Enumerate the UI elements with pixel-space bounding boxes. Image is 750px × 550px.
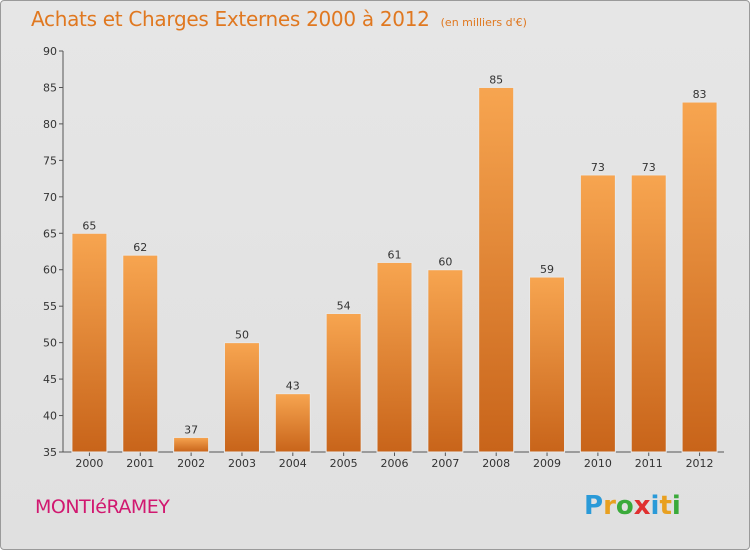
x-tick-label: 2011 <box>635 457 663 470</box>
logo-letter: x <box>633 491 651 521</box>
bar-2008 <box>478 86 515 453</box>
logo-letter: o <box>615 491 634 521</box>
chart-title-row: Achats et Charges Externes 2000 à 2012 (… <box>31 7 527 31</box>
y-tick-label: 35 <box>43 446 57 459</box>
data-label-2000: 65 <box>82 219 96 232</box>
y-tick-label: 60 <box>43 264 57 277</box>
bar-2006 <box>376 261 413 453</box>
x-tick-label: 2002 <box>177 457 205 470</box>
chart-bars <box>71 86 718 453</box>
x-tick-label: 2009 <box>533 457 561 470</box>
y-tick-label: 40 <box>43 410 57 423</box>
chart-title: Achats et Charges Externes 2000 à 2012 <box>31 7 430 31</box>
x-tick-label: 2010 <box>584 457 612 470</box>
logo-letter: i <box>650 491 660 521</box>
x-tick-label: 2008 <box>482 457 510 470</box>
data-label-2004: 43 <box>286 380 300 393</box>
x-tick-label: 2004 <box>279 457 307 470</box>
y-tick-label: 85 <box>43 81 57 94</box>
y-tick-label: 55 <box>43 300 57 313</box>
logo-letter: i <box>671 491 681 521</box>
x-tick-label: 2006 <box>381 457 409 470</box>
data-label-2009: 59 <box>540 263 554 276</box>
x-tick-label: 2001 <box>126 457 154 470</box>
y-tick-label: 50 <box>43 337 57 350</box>
data-label-2002: 37 <box>184 423 198 436</box>
data-label-2008: 85 <box>489 73 503 86</box>
bar-2003 <box>223 342 260 453</box>
bar-2007 <box>427 269 464 453</box>
bar-2004 <box>274 393 311 453</box>
data-label-2006: 61 <box>388 248 402 261</box>
x-tick-label: 2007 <box>431 457 459 470</box>
y-tick-label: 90 <box>43 45 57 58</box>
y-tick-label: 75 <box>43 154 57 167</box>
bar-2001 <box>122 254 159 453</box>
data-label-2012: 83 <box>693 88 707 101</box>
y-tick-label: 65 <box>43 227 57 240</box>
bar-2002 <box>173 436 210 453</box>
data-label-2007: 60 <box>438 256 452 269</box>
data-label-2001: 62 <box>133 241 147 254</box>
chart-axes: 35 40 45 50 55 60 65 70 75 80 85 90 2000 2001 2002 2003… <box>43 45 724 470</box>
logo-letter: P <box>584 491 604 521</box>
bar-2012 <box>681 101 718 453</box>
chart-subtitle: (en milliers d'€) <box>440 16 527 29</box>
y-tick-label: 45 <box>43 373 57 386</box>
bar-2000 <box>71 232 108 453</box>
proxiti-logo: Proxiti <box>584 491 681 521</box>
x-tick-label: 2000 <box>75 457 103 470</box>
x-tick-label: 2003 <box>228 457 256 470</box>
y-tick-label: 70 <box>43 191 57 204</box>
data-label-2011: 73 <box>642 161 656 174</box>
chart-data-labels: 65 62 37 50 43 54 61 60 85 59 73 73 83 <box>82 73 706 436</box>
commune-name: MONTIéRAMEY <box>35 496 170 518</box>
data-label-2010: 73 <box>591 161 605 174</box>
data-label-2005: 54 <box>337 299 351 312</box>
data-label-2003: 50 <box>235 329 249 342</box>
logo-letter: r <box>603 491 616 521</box>
bar-2005 <box>325 312 362 453</box>
bar-2010 <box>579 174 616 453</box>
x-tick-label: 2005 <box>330 457 358 470</box>
bar-2011 <box>630 174 667 453</box>
y-tick-label: 80 <box>43 118 57 131</box>
logo-letter: t <box>659 491 672 521</box>
bar-2009 <box>529 276 566 453</box>
x-tick-label: 2012 <box>686 457 714 470</box>
